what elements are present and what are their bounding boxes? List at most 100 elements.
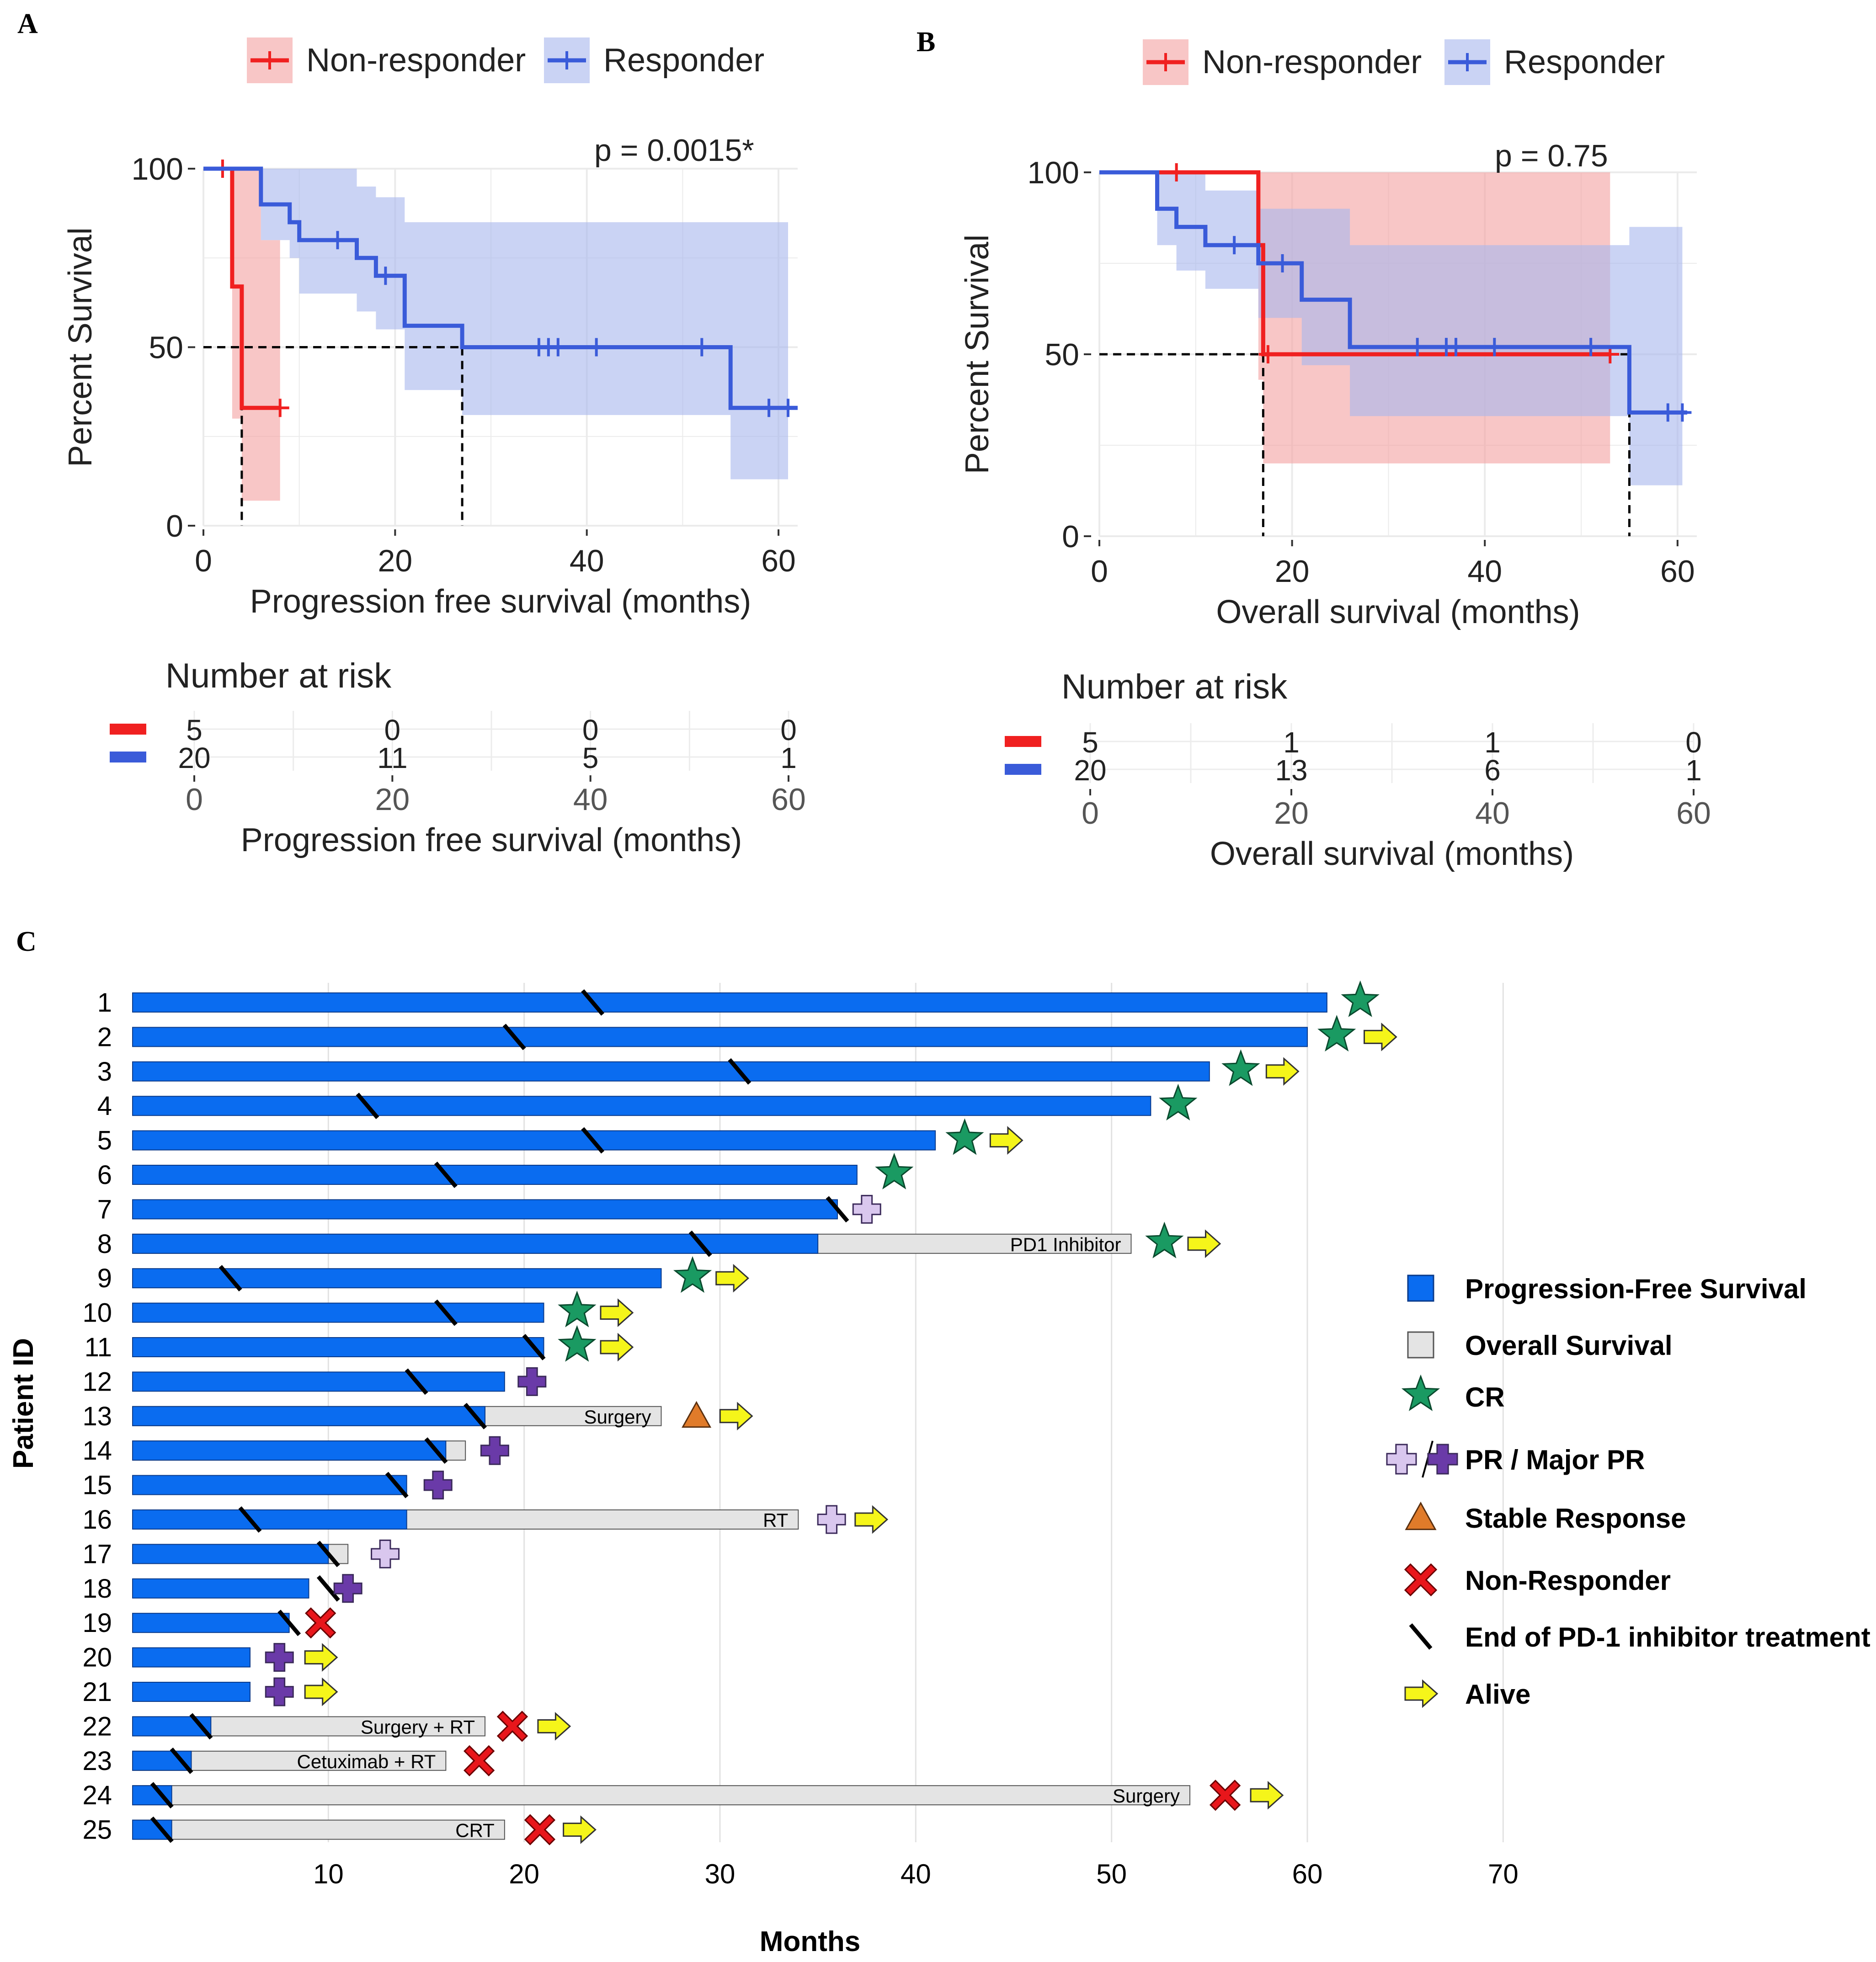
alive-arrow-marker [715, 1264, 749, 1293]
alive-arrow-marker [989, 1126, 1023, 1155]
cr-star-marker [945, 1118, 984, 1155]
os-bar-label: RT [763, 1509, 788, 1531]
legend-label-non-responder: Non-responder [306, 42, 526, 79]
swimmer-row: 14 [82, 1436, 509, 1466]
swimmer-row: 18 [82, 1574, 362, 1604]
risk-x-axis-label: Progression free survival (months) [241, 822, 742, 858]
patient-id-label: 23 [82, 1746, 112, 1776]
os-bar-label: Surgery + RT [361, 1716, 475, 1738]
swimmer-row: 13 Surgery [82, 1401, 753, 1431]
legend-pr-marker [1386, 1444, 1417, 1475]
pfs-bar [132, 1096, 1151, 1116]
x-tick-label: 30 [705, 1859, 735, 1889]
patient-id-label: 16 [82, 1505, 112, 1535]
pfs-bar [132, 1302, 544, 1323]
swimmer-row: 11 [85, 1325, 634, 1362]
legend-label-responder: Responder [603, 42, 764, 79]
ci-band-non-responder [224, 169, 280, 501]
patient-id-label: 18 [82, 1574, 112, 1604]
pfs-bar [132, 1647, 250, 1668]
pfs-bar [132, 1475, 407, 1495]
patient-id-label: 19 [82, 1608, 112, 1638]
legend: Non-responder Responder [1143, 39, 1665, 85]
pr-marker [817, 1505, 846, 1534]
patient-id-label: 7 [97, 1194, 112, 1224]
censor-mark [1485, 338, 1504, 357]
swimmer-row: 12 [82, 1367, 547, 1397]
swimmer-row: 15 [82, 1471, 453, 1500]
pfs-bar [132, 1165, 858, 1185]
patient-id-label: 17 [82, 1539, 112, 1569]
pfs-bar [132, 1233, 819, 1254]
patient-id-label: 10 [82, 1298, 112, 1328]
swimmer-row: 4 [97, 1083, 1198, 1121]
panel-letter-A: A [17, 8, 38, 39]
end-treatment-mark [385, 1472, 409, 1498]
end-treatment-mark [522, 1334, 546, 1360]
cr-star-marker [1145, 1221, 1184, 1258]
legend-cr-star [1401, 1374, 1440, 1411]
pfs-bar [132, 992, 1327, 1013]
alive-arrow-marker [1250, 1781, 1284, 1810]
legend-non-responder-marker [1404, 1563, 1438, 1597]
pfs-bar [132, 1578, 309, 1599]
x-tick-label: 60 [1660, 554, 1695, 589]
swimmer-row: 1 [97, 980, 1380, 1018]
x-axis-label: Overall survival (months) [1216, 594, 1580, 630]
pr-marker [371, 1539, 400, 1568]
x-tick-label: 0 [195, 544, 212, 578]
censor-mark [1225, 236, 1244, 255]
os-bar [132, 1785, 1190, 1806]
legend-label: CR [1465, 1382, 1505, 1413]
y-axis-label: Patient ID [8, 1338, 39, 1469]
risk-count: 1 [1685, 754, 1702, 787]
swimmer-row: 25 CRT [82, 1814, 597, 1845]
p-value: p = 0.0015* [594, 133, 754, 168]
risk-count: 6 [1484, 754, 1501, 787]
patient-id-label: 22 [82, 1711, 112, 1741]
alive-arrow-marker [304, 1643, 338, 1672]
major-pr-marker [517, 1367, 547, 1396]
cr-star-marker [1317, 1015, 1356, 1052]
risk-x-tick-label: 40 [1475, 796, 1510, 831]
end-treatment-mark [688, 1230, 712, 1257]
patient-id-label: 1 [97, 988, 112, 1018]
pfs-bar [132, 1371, 505, 1392]
pfs-bar [132, 1440, 447, 1461]
risk-row-swatch-responder [110, 752, 146, 762]
cr-star-marker [558, 1290, 597, 1328]
patient-id-label: 8 [97, 1229, 112, 1259]
y-tick-label: 100 [132, 152, 183, 187]
patient-id-label: 25 [82, 1815, 112, 1845]
end-treatment-mark [316, 1575, 340, 1602]
swimmer-row: 24 Surgery [82, 1780, 1284, 1811]
confidence-bands [224, 169, 788, 501]
risk-x-tick-label: 60 [771, 782, 806, 817]
patient-id-label: 24 [82, 1781, 112, 1810]
risk-row-swatch-non-responder [1005, 736, 1041, 747]
swimmer-row: 2 [97, 1015, 1397, 1052]
non-responder-marker [1209, 1780, 1241, 1811]
censor-mark [693, 338, 711, 357]
cr-star-marker [875, 1152, 914, 1189]
pfs-bar [132, 1509, 407, 1530]
risk-count: 11 [377, 741, 407, 774]
end-treatment-mark [464, 1402, 487, 1429]
major-pr-marker [333, 1574, 362, 1603]
censor-mark [549, 338, 567, 357]
patient-id-label: 6 [97, 1160, 112, 1190]
x-tick-label: 40 [901, 1859, 931, 1889]
risk-row-swatch-non-responder [110, 724, 146, 735]
end-treatment-mark [170, 1747, 193, 1774]
censor-mark [376, 267, 395, 285]
censor-mark [779, 399, 798, 417]
end-treatment-mark [150, 1816, 174, 1843]
alive-arrow-marker [563, 1815, 597, 1844]
cr-star-marker [1221, 1049, 1260, 1086]
non-responder-marker [305, 1607, 336, 1639]
patient-id-label: 12 [82, 1367, 112, 1397]
